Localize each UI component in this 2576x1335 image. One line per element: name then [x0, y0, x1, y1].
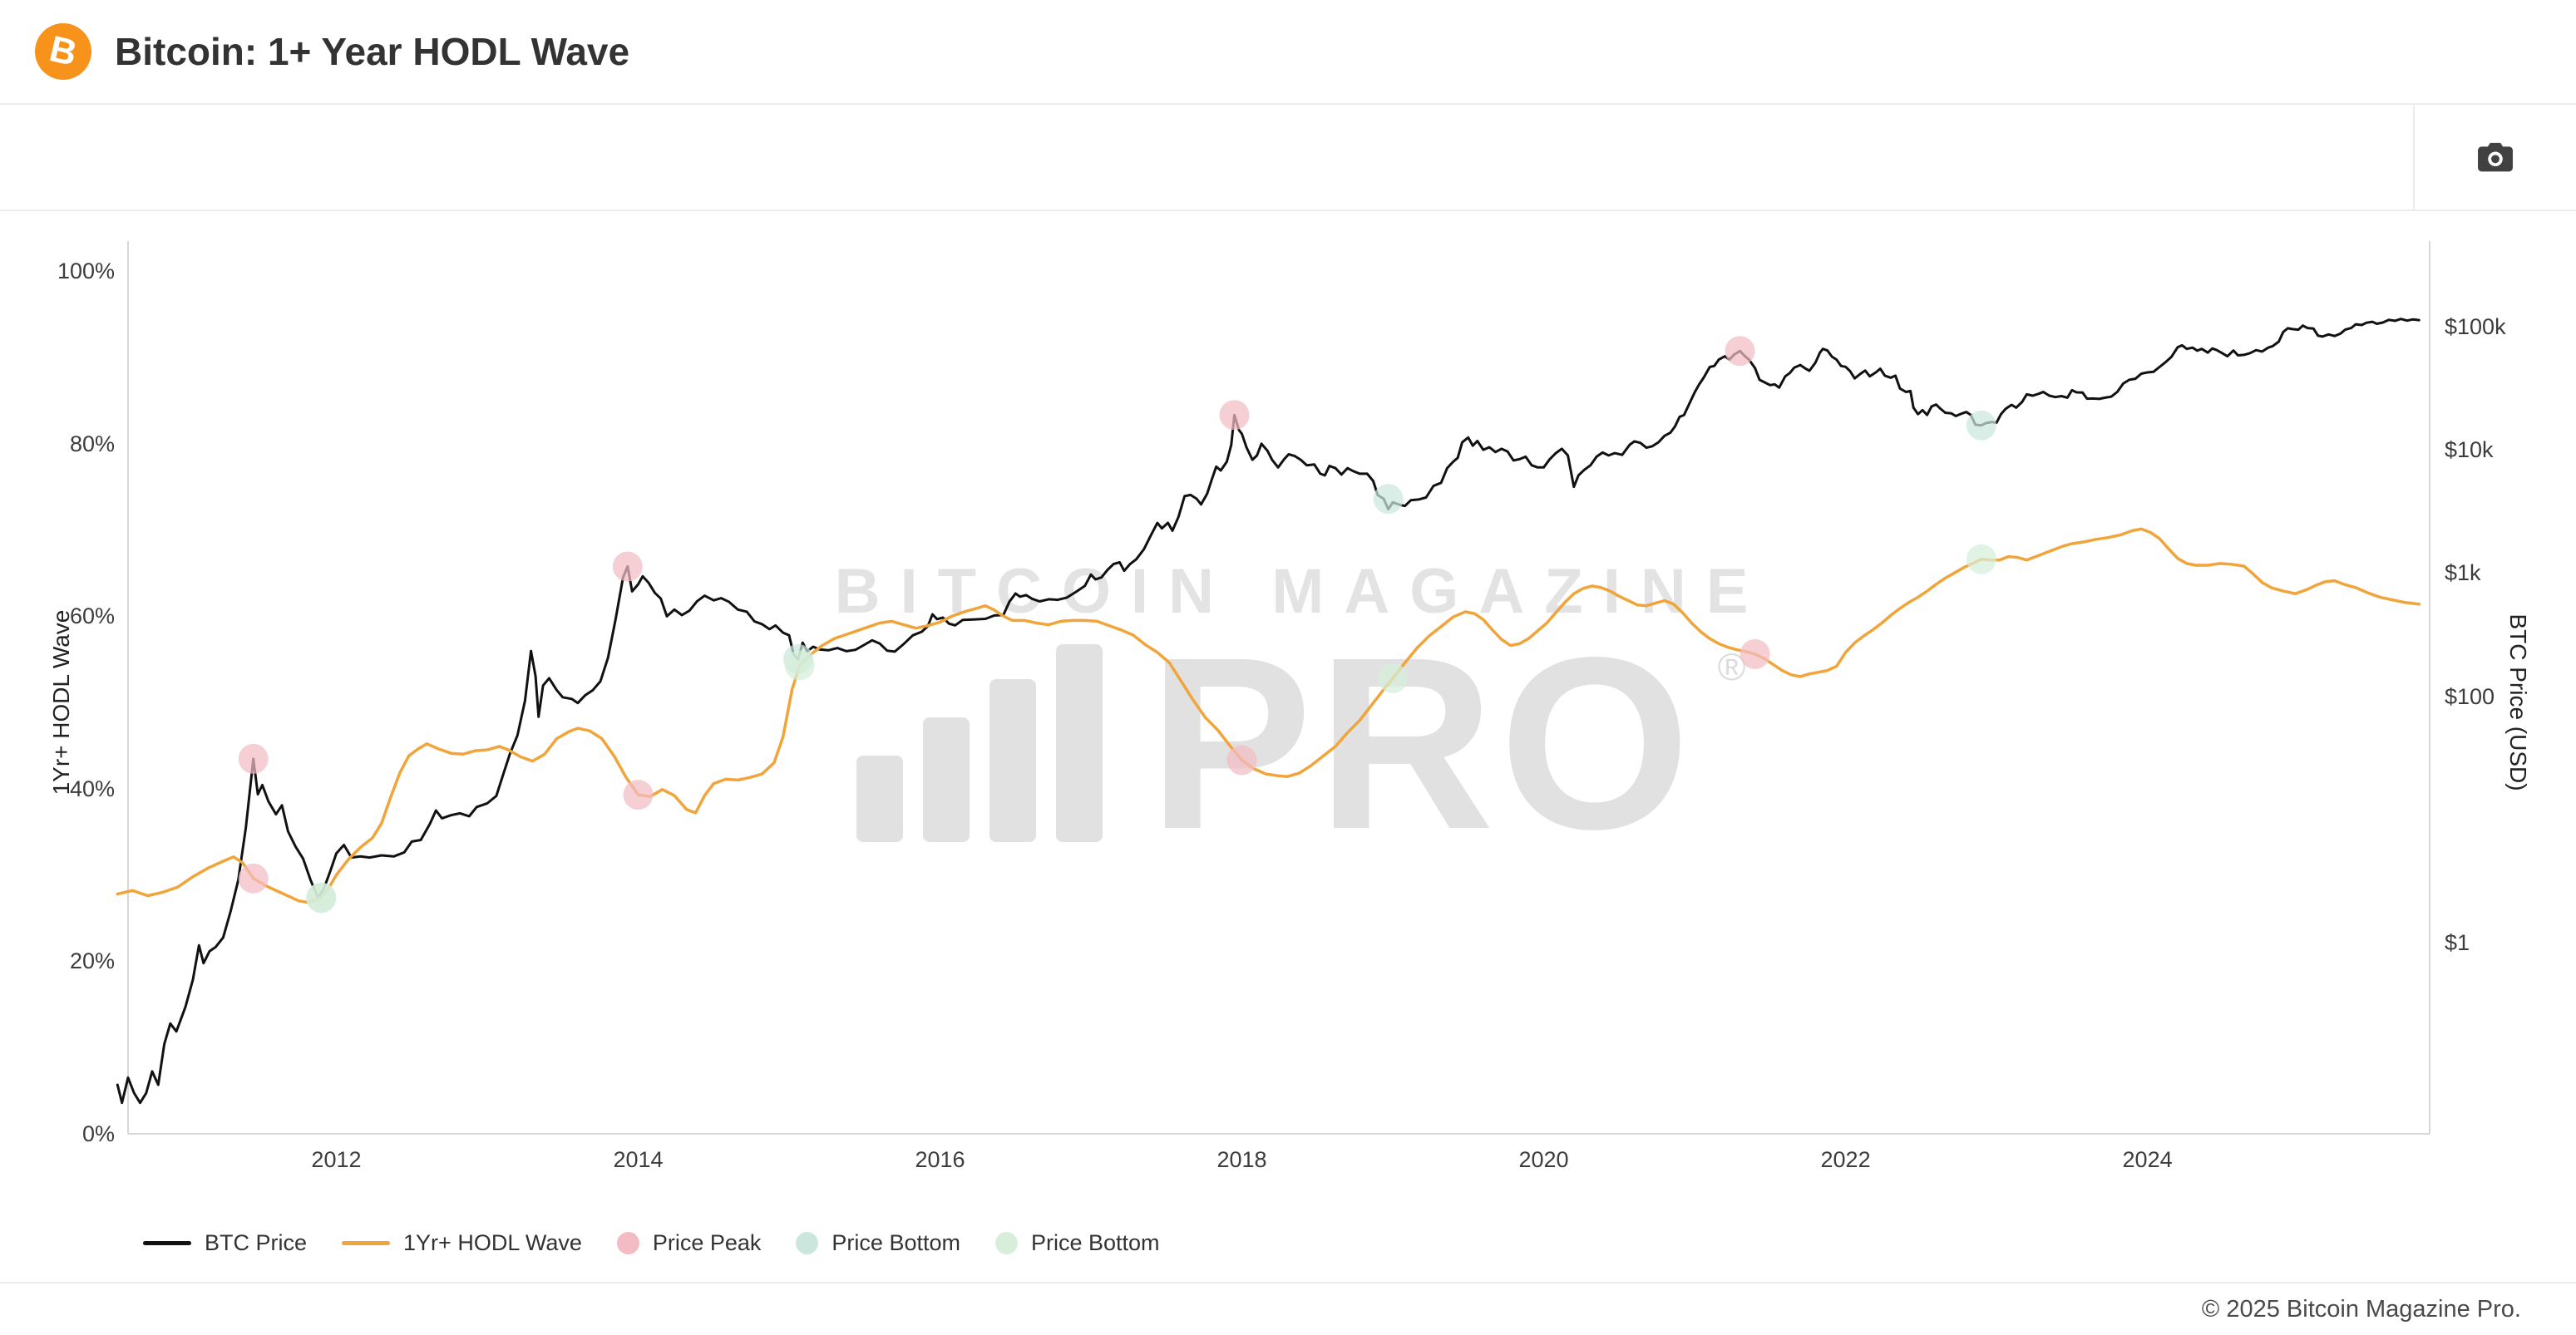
bitcoin-glyph: B [46, 28, 81, 74]
y-right-tick-label: $100 [2445, 683, 2495, 709]
x-axis-tick-label: 2012 [311, 1147, 362, 1172]
footer-copyright: © 2025 Bitcoin Magazine Pro. [2201, 1295, 2521, 1323]
y-right-tick-label: $10k [2445, 437, 2494, 463]
header: B Bitcoin: 1+ Year HODL Wave [0, 0, 2576, 105]
watermark-pro-text: PRO [1148, 606, 1695, 880]
legend-label: Price Bottom [832, 1230, 960, 1255]
legend-line-swatch [342, 1241, 391, 1245]
x-axis-tick-label: 2024 [2122, 1147, 2173, 1172]
legend-item[interactable]: Price Bottom [994, 1230, 1160, 1256]
camera-icon [2478, 142, 2513, 172]
y-right-tick-label: $1 [2445, 929, 2470, 955]
legend-item[interactable]: BTC Price [143, 1230, 307, 1256]
y-left-tick-label: 100% [57, 259, 115, 283]
legend-label: Price Peak [652, 1230, 762, 1255]
toolbar [0, 105, 2576, 211]
x-axis-tick-label: 2020 [1518, 1147, 1569, 1172]
legend-item[interactable]: 1Yr+ HODL Wave [342, 1230, 582, 1256]
legend-label: BTC Price [205, 1230, 308, 1255]
footer: © 2025 Bitcoin Magazine Pro. [0, 1282, 2576, 1335]
y-axis-title-left: 1Yr+ HODL Wave [48, 609, 74, 796]
y-right-tick-label: $1k [2445, 560, 2481, 586]
page-title: Bitcoin: 1+ Year HODL Wave [115, 30, 630, 73]
legend-line-swatch [143, 1241, 191, 1245]
x-axis-tick-label: 2018 [1216, 1147, 1267, 1172]
y-left-tick-label: 20% [69, 948, 115, 974]
legend-item[interactable]: Price Peak [616, 1230, 762, 1256]
screenshot-button[interactable] [2468, 132, 2523, 182]
watermark: BITCOIN MAGAZINE PRO ® [802, 555, 1800, 880]
toolbar-spacer [0, 105, 2413, 209]
x-axis-tick-label: 2022 [1820, 1147, 1871, 1172]
legend-label: 1Yr+ HODL Wave [403, 1230, 582, 1255]
legend-dot-swatch [796, 1232, 819, 1254]
legend-label: Price Bottom [1030, 1230, 1160, 1255]
legend-dot-swatch [616, 1232, 639, 1254]
x-axis-tick-label: 2014 [613, 1147, 664, 1172]
bitcoin-magazine-pro-logo-icon [856, 644, 1103, 842]
legend-item[interactable]: Price Bottom [796, 1230, 960, 1256]
legend-dot-swatch [994, 1232, 1018, 1254]
x-axis-tick-label: 2016 [915, 1147, 965, 1172]
toolbar-right-section [2413, 105, 2576, 209]
y-left-tick-label: 80% [69, 431, 115, 456]
y-axis-title-right: BTC Price (USD) [2505, 613, 2531, 791]
watermark-row: PRO ® [802, 606, 1800, 880]
bitcoin-icon: B [35, 23, 91, 80]
chart-legend: BTC Price 1Yr+ HODL Wave Price Peak Price B… [143, 1230, 1160, 1256]
registered-trademark-icon: ® [1717, 645, 1746, 688]
y-right-tick-label: $100k [2445, 313, 2506, 339]
y-left-tick-label: 0% [81, 1121, 115, 1146]
